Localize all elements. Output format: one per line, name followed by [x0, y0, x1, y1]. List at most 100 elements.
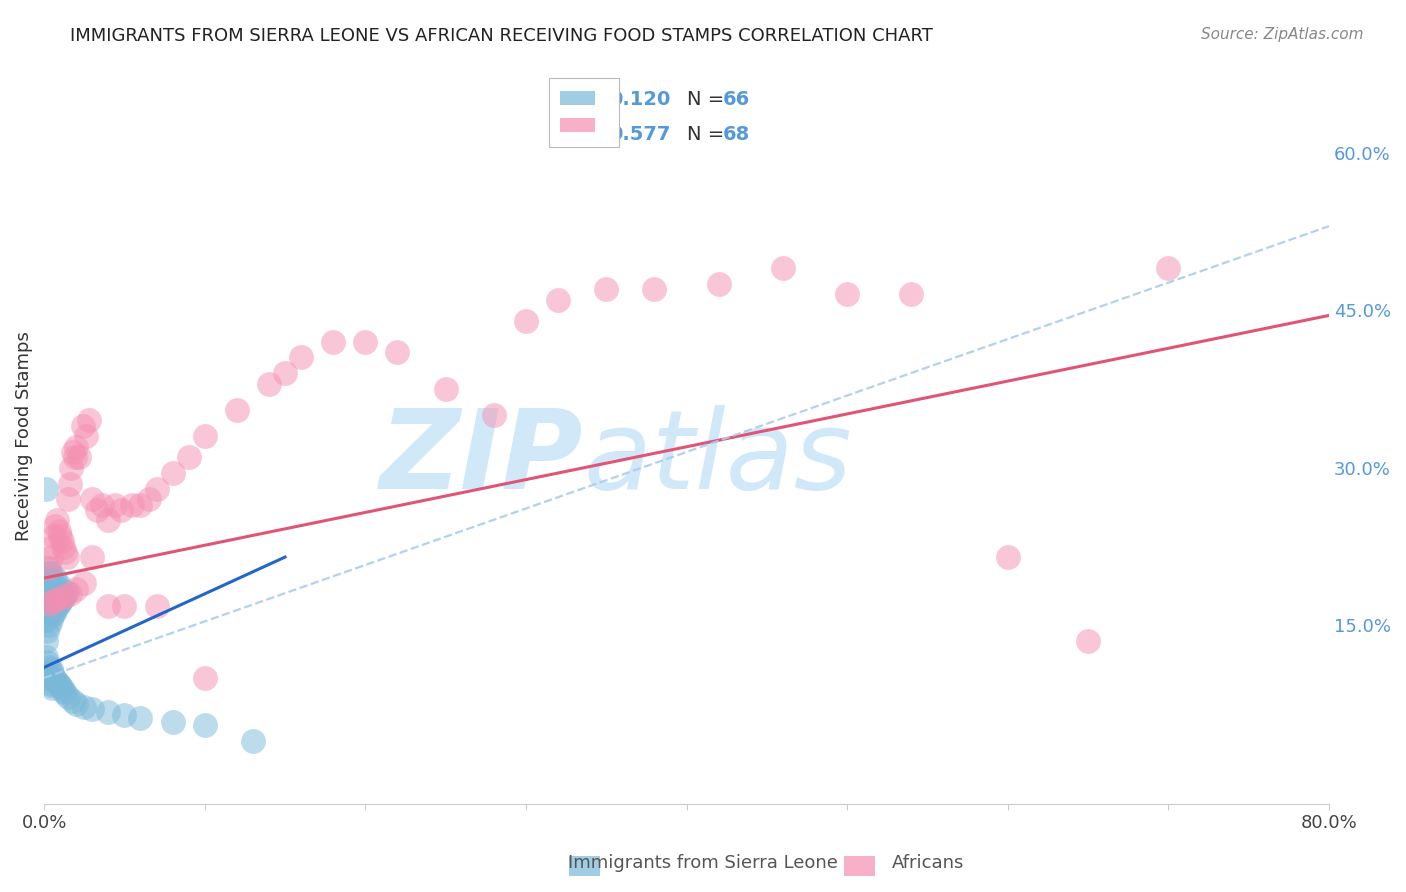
Point	[225, 403, 247, 417]
Point	[42, 606, 65, 620]
Point	[35, 649, 58, 664]
Point	[73, 576, 96, 591]
Point	[39, 663, 62, 677]
Point	[194, 718, 217, 732]
Point	[129, 711, 152, 725]
Point	[59, 587, 82, 601]
Point	[44, 587, 66, 601]
Point	[38, 660, 60, 674]
Point	[104, 498, 127, 512]
Point	[643, 282, 665, 296]
Point	[35, 613, 58, 627]
Point	[35, 571, 58, 585]
Point	[53, 589, 76, 603]
Point	[900, 287, 922, 301]
Point	[38, 676, 60, 690]
Point	[49, 591, 72, 605]
Text: IMMIGRANTS FROM SIERRA LEONE VS AFRICAN RECEIVING FOOD STAMPS CORRELATION CHART: IMMIGRANTS FROM SIERRA LEONE VS AFRICAN …	[70, 27, 934, 45]
Point	[75, 429, 97, 443]
Point	[52, 589, 75, 603]
Point	[49, 595, 72, 609]
Point	[837, 287, 859, 301]
Point	[38, 598, 60, 612]
Point	[44, 571, 66, 585]
Point	[242, 734, 264, 748]
Point	[72, 418, 94, 433]
Point	[58, 690, 80, 704]
Point	[41, 607, 63, 622]
Point	[69, 450, 91, 465]
Point	[48, 677, 70, 691]
Point	[49, 580, 72, 594]
Point	[46, 583, 69, 598]
Point	[55, 550, 77, 565]
Text: 68: 68	[723, 125, 749, 145]
Point	[46, 599, 69, 614]
Point	[41, 592, 63, 607]
Text: R =: R =	[564, 125, 607, 145]
Point	[48, 598, 70, 612]
Point	[52, 683, 75, 698]
Point	[38, 566, 60, 580]
Point	[65, 582, 87, 596]
Point	[77, 413, 100, 427]
Point	[44, 602, 66, 616]
Point	[97, 705, 120, 719]
Point	[82, 550, 104, 565]
Point	[51, 592, 73, 607]
Text: ZIP: ZIP	[380, 405, 583, 512]
Point	[42, 574, 65, 589]
Text: 0.120: 0.120	[609, 90, 671, 109]
Point	[482, 409, 505, 423]
Point	[145, 482, 167, 496]
Point	[44, 593, 66, 607]
Point	[41, 576, 63, 591]
Point	[707, 277, 730, 291]
Y-axis label: Receiving Food Stamps: Receiving Food Stamps	[15, 331, 32, 541]
Text: N =: N =	[686, 90, 730, 109]
Text: R =: R =	[564, 90, 607, 109]
Point	[138, 492, 160, 507]
Point	[39, 566, 62, 580]
Point	[322, 334, 344, 349]
Point	[112, 707, 135, 722]
Point	[110, 503, 132, 517]
Point	[1157, 261, 1180, 276]
Point	[55, 584, 77, 599]
Point	[53, 545, 76, 559]
Point	[97, 599, 120, 614]
Text: 66: 66	[723, 90, 749, 109]
Point	[1077, 634, 1099, 648]
Point	[121, 498, 143, 512]
Point	[129, 498, 152, 512]
Point	[53, 685, 76, 699]
Point	[44, 518, 66, 533]
Point	[997, 550, 1019, 565]
Text: Immigrants from Sierra Leone: Immigrants from Sierra Leone	[568, 855, 838, 872]
Point	[62, 445, 84, 459]
Point	[41, 595, 63, 609]
Point	[49, 679, 72, 693]
Point	[49, 529, 72, 543]
Text: atlas: atlas	[583, 405, 852, 512]
Point	[65, 440, 87, 454]
Point	[39, 613, 62, 627]
Point	[38, 587, 60, 601]
Point	[35, 634, 58, 648]
Point	[63, 450, 86, 465]
Point	[59, 476, 82, 491]
Text: Africans: Africans	[891, 855, 965, 872]
Text: Source: ZipAtlas.com: Source: ZipAtlas.com	[1201, 27, 1364, 42]
Point	[39, 598, 62, 612]
Point	[73, 700, 96, 714]
Point	[58, 492, 80, 507]
Point	[162, 714, 184, 729]
Point	[772, 261, 794, 276]
Point	[82, 702, 104, 716]
Point	[387, 345, 409, 359]
Point	[41, 540, 63, 554]
Point	[39, 582, 62, 596]
Point	[41, 681, 63, 696]
Point	[162, 466, 184, 480]
Point	[177, 450, 200, 465]
